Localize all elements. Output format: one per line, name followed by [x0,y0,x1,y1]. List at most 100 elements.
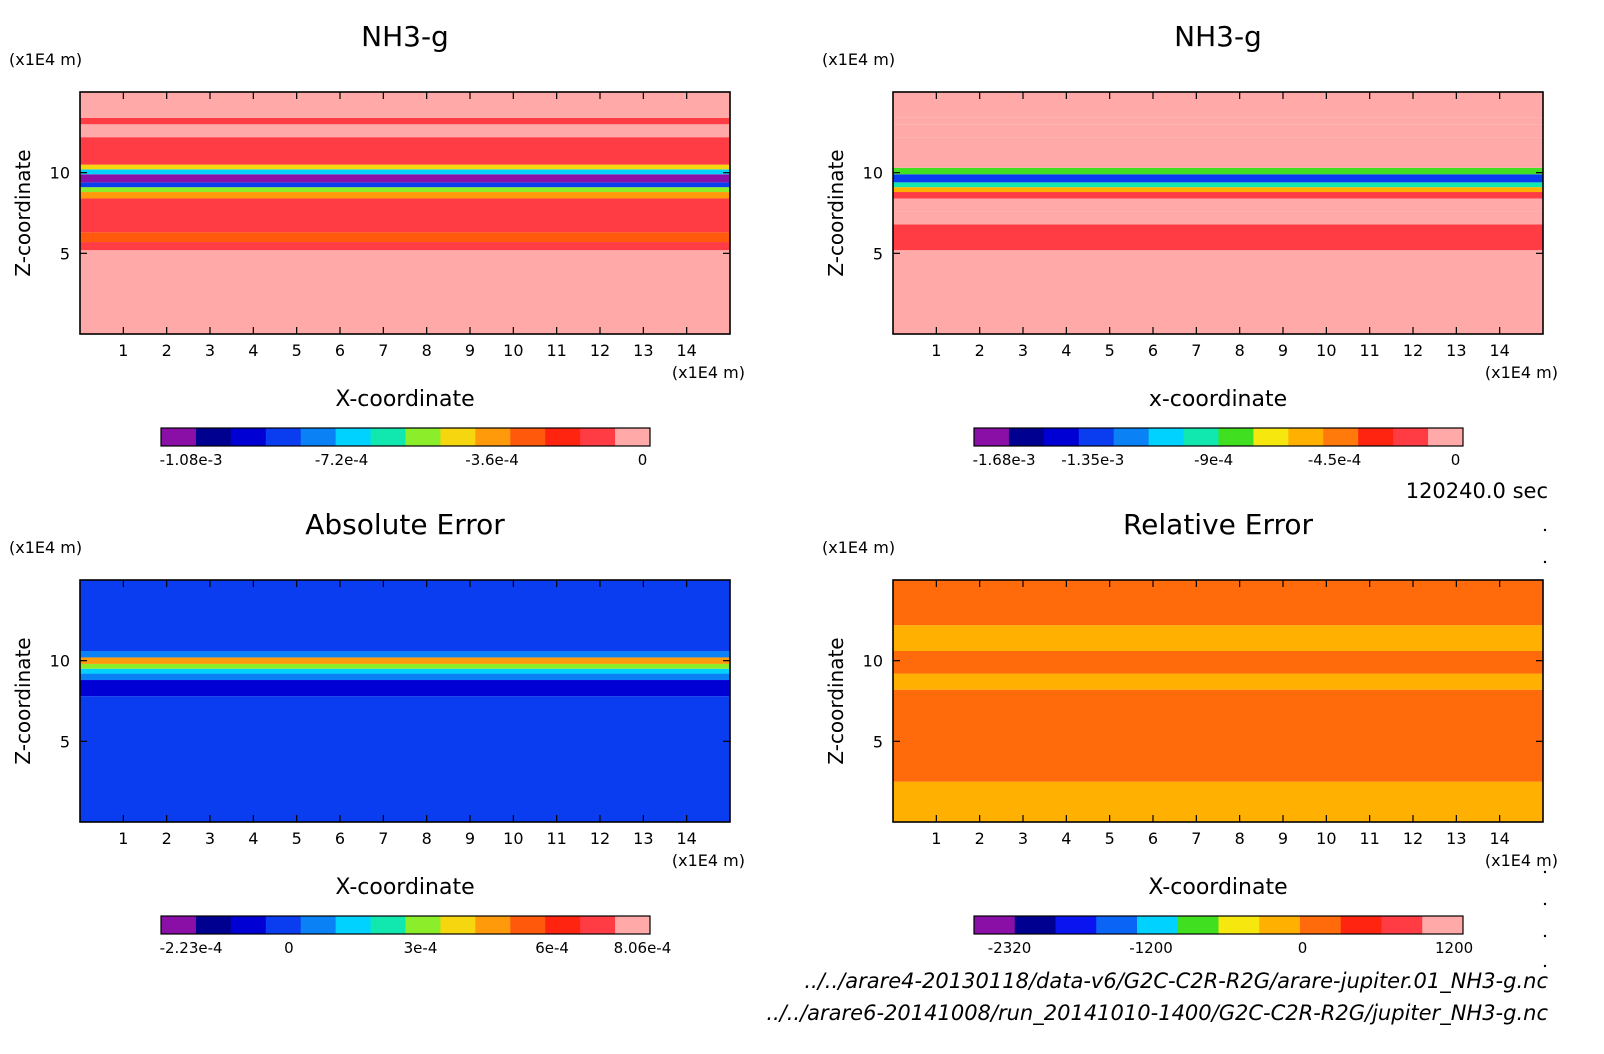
x-axis-title: x-coordinate [1149,387,1287,412]
x-tick-label: 1 [931,341,941,360]
colorbar-swatch [1113,428,1150,446]
plot-frame [79,579,731,823]
x-tick-label: 5 [292,341,302,360]
x-tick-label: 6 [335,341,345,360]
colorbar-tick-label: 0 [284,939,294,957]
contour-band [80,92,730,118]
colorbar-swatch [1358,428,1394,446]
colorbar-tick-label: -4.5e-4 [1308,451,1361,469]
x-tick-label: 3 [205,829,215,848]
x-tick-label: 2 [162,341,172,360]
colorbar-swatch [195,428,232,446]
colorbar-swatch [335,428,372,446]
colorbar-tick-label: -2.23e-4 [160,939,223,957]
colorbar-swatch [300,916,337,934]
x-tick-label: 5 [1105,829,1115,848]
colorbar-swatch [1428,428,1464,446]
stray-dot [1543,560,1547,564]
y-tick-label: 10 [863,164,883,183]
contour-band [893,174,1543,183]
colorbar-swatch [405,916,441,934]
colorbar-swatch [1300,916,1342,934]
colorbar-tick-label: 6e-4 [535,939,569,957]
contour-band [80,187,730,193]
x-tick-label: 6 [1148,829,1158,848]
y-axis-title: Z-coordinate [824,637,848,764]
y-unit-label: (x1E4 m) [9,538,82,557]
contour-band [893,250,1543,334]
colorbar-swatch [1137,916,1179,934]
y-unit-label: (x1E4 m) [822,50,895,69]
panel-4: Relative Error(x1E4 m)1 2 3 4 5 6 7 8 9 10 11 12 13 1… [822,508,1558,957]
x-tick-label: 9 [465,829,475,848]
contour-band [893,625,1543,651]
x-tick-label: 8 [422,341,432,360]
y-axis-title: Z-coordinate [824,149,848,276]
x-tick-label: 6 [1148,341,1158,360]
x-tick-label: 11 [546,341,566,360]
stray-dots [1543,528,1547,968]
contour-band [80,137,730,165]
contour-band [893,124,1543,138]
x-unit-label: (x1E4 m) [1485,363,1558,382]
x-unit-label: (x1E4 m) [672,363,745,382]
colorbar-swatch [1014,916,1056,934]
y-tick-label: 5 [873,244,883,263]
y-tick-label: 10 [863,652,883,671]
colorbar-swatch [545,428,581,446]
colorbar-tick-label: -1.35e-3 [1061,451,1124,469]
x-tick-label: 6 [335,829,345,848]
x-tick-label: 7 [1191,341,1201,360]
colorbar-swatch [335,916,372,934]
colorbar-swatch [1008,428,1045,446]
contour-band [80,124,730,138]
colorbar-swatch [230,916,267,934]
x-tick-label: 2 [975,829,985,848]
contour-band [893,182,1543,188]
x-tick-label: 13 [633,829,653,848]
colorbar-swatch [230,428,267,446]
colorbar-swatch [440,428,476,446]
colorbar-swatch [161,428,197,446]
x-tick-label: 12 [1403,829,1423,848]
x-tick-label: 7 [1191,829,1201,848]
colorbar-swatch [1253,428,1289,446]
colorbar-swatch [510,916,546,934]
colorbar-swatch [1177,916,1219,934]
colorbar-tick-label: 0 [638,451,648,469]
x-tick-label: 12 [1403,341,1423,360]
colorbar-frame [973,915,1464,935]
colorbar-swatch [1340,916,1382,934]
y-tick-label: 10 [50,164,70,183]
colorbar-swatch [1218,916,1260,934]
colorbar-swatch [440,916,476,934]
contour-band [80,174,730,183]
contour-band [893,137,1543,168]
x-tick-label: 11 [1359,829,1379,848]
stray-dot [1543,870,1547,874]
y-axis-title: Z-coordinate [11,637,35,764]
x-tick-label: 10 [1316,829,1336,848]
colorbar-swatch [615,916,651,934]
contour-band [893,781,1543,822]
y-tick-label: 5 [60,244,70,263]
contour-band [80,673,730,681]
contour-band [893,673,1543,690]
x-tick-label: 3 [1018,341,1028,360]
x-tick-label: 9 [1278,341,1288,360]
contour-band [80,242,730,251]
colorbar-tick-label: -9e-4 [1194,451,1233,469]
contour-band [80,650,730,658]
colorbar-swatch [580,916,616,934]
colorbar-swatch [370,916,406,934]
x-tick-label: 2 [975,341,985,360]
x-axis-title: X-coordinate [1148,875,1287,900]
contour-band [80,232,730,243]
colorbar-swatch [265,428,302,446]
colorbar-swatch [1323,428,1359,446]
colorbar-swatch [475,916,511,934]
colorbar-tick-label: -2320 [988,939,1032,957]
x-tick-label: 13 [1446,829,1466,848]
contour-band [80,668,730,674]
x-unit-label: (x1E4 m) [672,851,745,870]
